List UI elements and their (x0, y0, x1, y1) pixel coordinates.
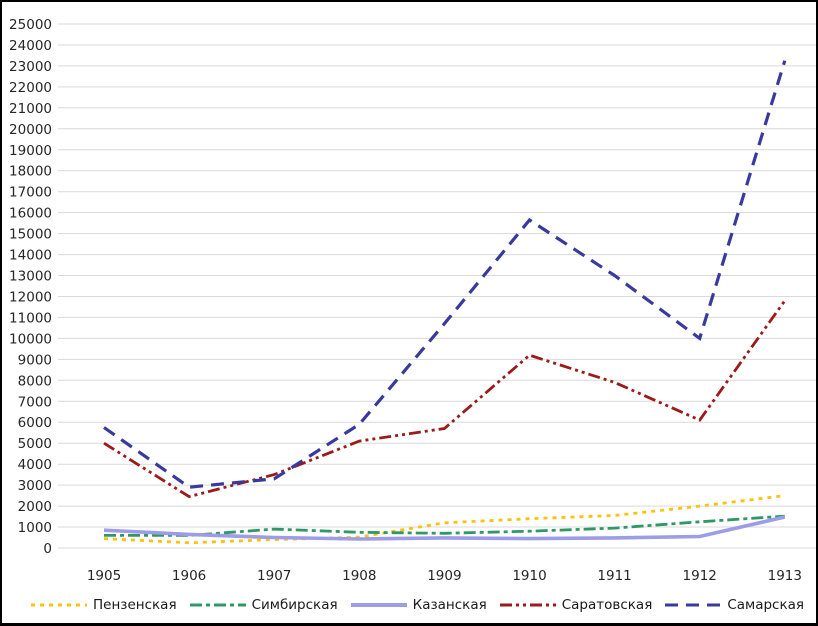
legend-line-sample (665, 603, 722, 607)
y-tick-label: 21000 (9, 101, 52, 117)
x-tick-label: 1910 (512, 568, 546, 584)
y-tick-label: 14000 (9, 248, 52, 264)
legend-label: Самарская (727, 597, 805, 613)
y-tick-label: 1000 (18, 520, 52, 536)
y-tick-label: 5000 (18, 436, 52, 452)
y-tick-label: 11000 (9, 310, 52, 326)
x-tick-label: 1908 (342, 568, 376, 584)
y-tick-label: 24000 (9, 38, 52, 54)
series-line-5 (103, 60, 787, 489)
y-tick-label: 22000 (9, 80, 52, 96)
x-tick-label: 1906 (172, 568, 206, 584)
legend-label: Симбирская (251, 597, 338, 613)
legend-item: Саратовская (499, 597, 653, 613)
legend-label: Пензенская (93, 597, 177, 613)
y-tick-label: 15000 (9, 227, 52, 243)
series-line-1 (103, 494, 785, 545)
legend-item: Самарская (664, 597, 804, 613)
y-tick-label: 17000 (9, 185, 52, 201)
legend-item: Казанская (350, 597, 487, 613)
chart-legend: Пензенская Симбирская Казанская Саратовская… (30, 594, 814, 616)
x-tick-label: 1911 (597, 568, 631, 584)
legend-line-sample (31, 603, 87, 607)
y-tick-label: 8000 (18, 373, 52, 389)
legend-line-sample (350, 603, 407, 607)
y-tick-label: 2000 (18, 499, 52, 515)
y-tick-label: 9000 (18, 352, 52, 368)
x-tick-label: 1912 (683, 568, 717, 584)
x-tick-label: 1909 (427, 568, 461, 584)
y-tick-label: 16000 (9, 206, 52, 222)
y-tick-label: 25000 (9, 17, 52, 33)
y-tick-label: 6000 (18, 415, 52, 431)
legend-item: Симбирская (189, 597, 338, 613)
x-tick-label: 1913 (768, 568, 802, 584)
y-tick-label: 20000 (9, 122, 52, 138)
legend-label: Саратовская (561, 597, 653, 613)
y-tick-label: 0 (43, 541, 52, 557)
x-tick-label: 1905 (87, 568, 121, 584)
y-tick-label: 10000 (9, 331, 52, 347)
line-chart-plot: 0 1000 2000 3000 4000 5000 6000 7000 8000 9000 100… (9, 17, 816, 584)
y-tick-label: 13000 (9, 269, 52, 285)
y-tick-label: 23000 (9, 59, 52, 75)
y-tick-label: 19000 (9, 143, 52, 159)
series-line-3 (103, 515, 786, 541)
legend-label: Казанская (412, 597, 487, 613)
legend-line-sample (189, 603, 246, 607)
y-tick-label: 18000 (9, 164, 52, 180)
y-tick-label: 3000 (18, 478, 52, 494)
y-tick-label: 4000 (18, 457, 52, 473)
series-line-4 (103, 299, 786, 499)
series-line-2 (104, 514, 785, 537)
x-tick-label: 1907 (257, 568, 291, 584)
y-tick-label: 7000 (18, 394, 52, 410)
legend-line-sample (499, 603, 556, 607)
legend-item: Пензенская (30, 597, 177, 613)
y-tick-label: 12000 (9, 290, 52, 306)
